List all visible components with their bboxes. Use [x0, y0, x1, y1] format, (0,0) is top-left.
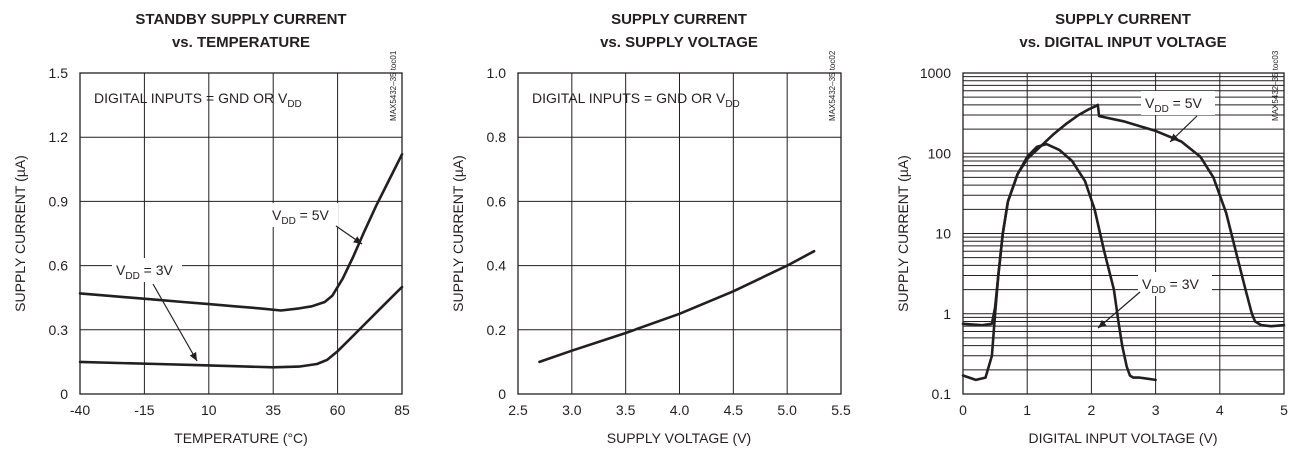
x-tick-label: 85: [394, 402, 410, 418]
figure-code: MAX5432–35 toc03: [1271, 50, 1280, 121]
x-tick-label: 4.0: [670, 402, 690, 418]
x-tick-label: 0: [959, 402, 967, 418]
x-axis-label: SUPPLY VOLTAGE (V): [607, 430, 751, 446]
x-tick-label: 5: [1280, 402, 1288, 418]
y-tick-label: 100: [928, 145, 952, 161]
leader-arrow-5v-head: [353, 236, 362, 244]
plot-frame: [962, 72, 1285, 395]
figure-code: MAX5432–35 toc01: [389, 50, 398, 121]
y-axis-label: SUPPLY CURRENT (µA): [450, 155, 466, 312]
grid: [518, 73, 841, 394]
y-tick-label: 0.4: [487, 258, 507, 274]
y-axis-label: SUPPLY CURRENT (µA): [12, 155, 28, 312]
plot-frame: [517, 72, 842, 395]
chart-standby-current-vs-temperature: STANDBY SUPPLY CURRENT vs. TEMPERATURE -40…: [12, 11, 410, 446]
x-tick-label: 35: [265, 402, 281, 418]
x-tick-label: 3.0: [562, 402, 582, 418]
plot-frame: [79, 72, 403, 395]
x-tick-label: 2.5: [508, 402, 528, 418]
grid: [80, 73, 402, 394]
chart-supply-current-vs-digital-input-voltage: SUPPLY CURRENT vs. DIGITAL INPUT VOLTAGE 0…: [895, 11, 1288, 446]
x-tick-label: 1: [1023, 402, 1031, 418]
y-tick-label: 1.0: [487, 65, 507, 81]
y-tick-label: 1000: [920, 65, 951, 81]
y-tick-label: 0.6: [487, 193, 507, 209]
series-line-1: [961, 142, 1157, 382]
x-tick-label: 3.5: [616, 402, 636, 418]
x-axis-label: DIGITAL INPUT VOLTAGE (V): [1028, 430, 1217, 446]
x-tick-label: 4: [1216, 402, 1224, 418]
x-tick-label: 3: [1152, 402, 1160, 418]
y-tick-label: 0.8: [487, 129, 507, 145]
leader-arrow-3v: [152, 283, 198, 362]
leader-arrow-3v-head: [1098, 319, 1107, 328]
x-tick-label: -40: [70, 402, 90, 418]
x-tick-label: 4.5: [724, 402, 744, 418]
y-tick-label: 1.2: [49, 129, 69, 145]
x-tick-label: 5.0: [777, 402, 797, 418]
label-background: [1138, 272, 1212, 296]
y-axis-label: SUPPLY CURRENT (µA): [895, 155, 911, 312]
y-tick-label: 1: [943, 306, 951, 322]
leader-arrow-5v-head: [1170, 133, 1179, 142]
chart-title-line-2: vs. SUPPLY VOLTAGE: [600, 34, 758, 51]
chart-supply-current-vs-supply-voltage: SUPPLY CURRENT vs. SUPPLY VOLTAGE 2.5 3.0 3.…: [450, 11, 851, 446]
y-tick-label: 0.9: [49, 193, 69, 209]
y-tick-label: 0.3: [49, 322, 69, 338]
label-background: [112, 258, 182, 282]
y-tick-label: 10: [935, 226, 951, 242]
y-tick-label: 0.6: [49, 258, 69, 274]
x-tick-label: 10: [201, 402, 217, 418]
series-label-5v: VDD = 5V: [272, 207, 330, 227]
y-tick-label: 0: [498, 386, 506, 402]
series-line-1: [78, 285, 404, 369]
y-tick-label: 1.5: [49, 65, 69, 81]
series-label-5v: VDD = 5V: [1145, 95, 1203, 115]
leader-arrow-3v: [1097, 291, 1141, 329]
conditions-note: DIGITAL INPUTS = GND OR VDD: [532, 90, 740, 110]
x-tick-label: 2: [1088, 402, 1096, 418]
x-tick-label: 5.5: [831, 402, 851, 418]
chart-title-line-1: STANDBY SUPPLY CURRENT: [135, 11, 346, 28]
chart-title-line-1: SUPPLY CURRENT: [611, 11, 747, 28]
y-tick-label: 0.2: [487, 322, 507, 338]
series-line-0: [78, 153, 404, 312]
chart-title-line-2: vs. DIGITAL INPUT VOLTAGE: [1019, 34, 1226, 51]
figure-code: MAX5432–35 toc02: [828, 50, 837, 121]
leader-arrow-3v-head: [189, 352, 197, 361]
series-label-3v: VDD = 3V: [116, 262, 174, 282]
series-line-0: [538, 249, 816, 364]
x-axis-label: TEMPERATURE (°C): [174, 430, 308, 446]
label-background: [1141, 91, 1215, 115]
x-tick-label: 60: [330, 402, 346, 418]
chart-title-line-1: SUPPLY CURRENT: [1055, 11, 1191, 28]
chart-title-line-2: vs. TEMPERATURE: [172, 34, 310, 51]
label-background: [268, 203, 338, 227]
series-label-3v: VDD = 3V: [1142, 276, 1200, 296]
conditions-note: DIGITAL INPUTS = GND OR VDD: [94, 90, 302, 110]
series-line-0: [961, 103, 1286, 328]
x-tick-label: -15: [134, 402, 154, 418]
y-tick-label: 0: [60, 386, 68, 402]
y-tick-label: 0.1: [932, 386, 952, 402]
